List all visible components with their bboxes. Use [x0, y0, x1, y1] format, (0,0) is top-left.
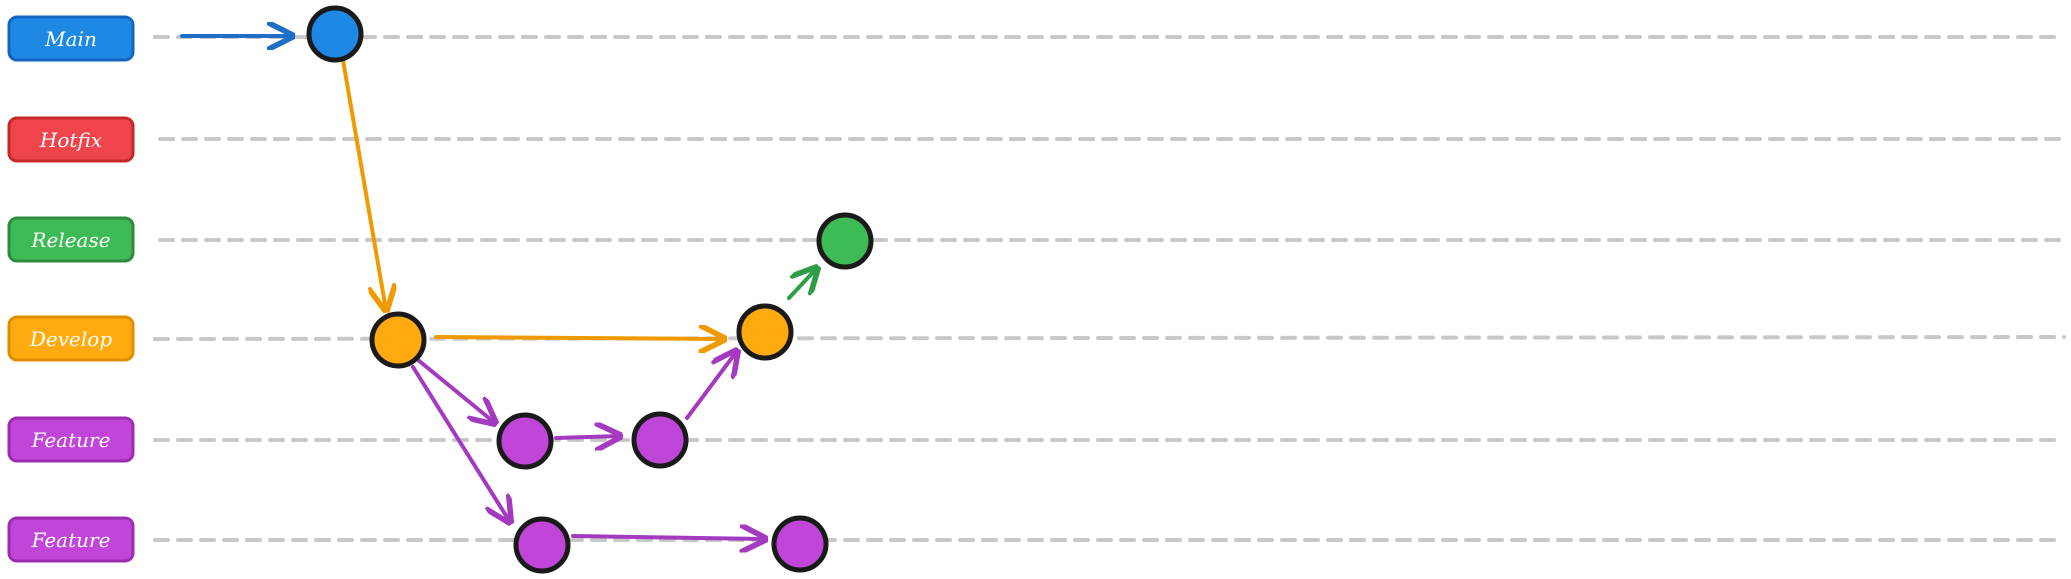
edges: [180, 36, 817, 539]
lane-label-main: Main: [44, 27, 97, 51]
lane-badge-hotfix-box: [7, 116, 135, 163]
commit-node-feature-2-a: [513, 516, 571, 574]
commit-node-release: [816, 212, 874, 270]
edge-main-to-develop: [341, 58, 386, 310]
lane-badge-release: Release: [7, 216, 135, 263]
commit-node-develop-1: [369, 311, 427, 369]
edge-feature-1-to-feature-1: [554, 436, 620, 438]
lane-line-develop: [153, 335, 2066, 341]
edge-feature-2-to-feature-2: [571, 536, 765, 539]
lane-label-feature-2: Feature: [31, 528, 111, 552]
edge-feature-1-to-develop: [685, 351, 737, 420]
edge-develop-to-release: [787, 268, 817, 300]
commit-node-feature-1-a: [496, 412, 554, 470]
lane-label-hotfix: Hotfix: [39, 128, 102, 152]
commit-node-feature-2-b: [771, 515, 829, 573]
edge-develop-to-feature-2: [411, 365, 510, 522]
lane-badge-release-box: [7, 216, 135, 263]
commit-node-feature-1-b: [631, 411, 689, 469]
commit-node-develop-2: [736, 303, 794, 361]
commit-node-main: [306, 5, 364, 63]
lane-badge-main-box: [7, 15, 135, 62]
lane-label-develop: Develop: [29, 327, 112, 351]
lane-badge-feature-2-box: [7, 516, 135, 563]
edge-develop-to-develop: [434, 337, 724, 339]
lane-lines: [153, 35, 2066, 542]
lane-label-feature-1: Feature: [31, 428, 111, 452]
lane-badge-feature-1-box: [7, 416, 135, 463]
lane-labels: Main Hotfix Release Develop Feature Feat…: [7, 15, 135, 563]
lane-badge-develop: Develop: [7, 315, 135, 362]
edge-develop-to-feature-1: [416, 358, 495, 423]
lane-label-release: Release: [30, 228, 110, 252]
lane-badge-feature-1: Feature: [7, 416, 135, 463]
lane-badge-main: Main: [7, 15, 135, 62]
lane-badge-hotfix: Hotfix: [7, 116, 135, 163]
commits: [306, 5, 874, 574]
lane-badge-feature-2: Feature: [7, 516, 135, 563]
lane-badge-develop-box: [7, 315, 135, 362]
